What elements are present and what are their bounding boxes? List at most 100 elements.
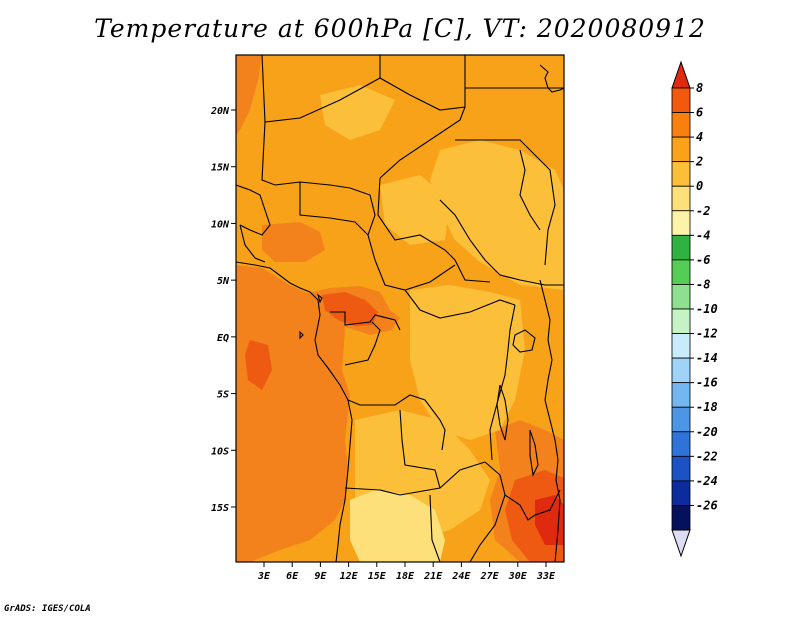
border-cameroon-gabon [330, 311, 401, 331]
lake-malawi [529, 429, 539, 477]
y-tick-label: EQ [217, 333, 229, 344]
colorbar-swatch [671, 234, 691, 261]
border-libya-chad [379, 106, 466, 179]
colorbar-swatch [671, 87, 691, 113]
y-tick-label: 5N [217, 276, 230, 287]
colorbar-label: -10 [696, 302, 718, 316]
x-tick-label: 21E [423, 571, 443, 582]
field-0-2-congo [410, 285, 525, 440]
border-mauritania-mali [261, 55, 381, 123]
red-sea-coast [539, 64, 564, 93]
colorbar-label: 2 [695, 155, 703, 169]
colorbar-swatch [671, 480, 691, 506]
border-drc-east [489, 304, 516, 461]
border-namibia [344, 461, 486, 496]
colorbar-label: -18 [696, 400, 718, 414]
border-niger-nigeria [299, 182, 376, 261]
x-tick-label: 27E [480, 571, 500, 582]
map-title: Temperature at 600hPa [C], VT: 202008091… [94, 14, 706, 43]
field-0-2-north [320, 85, 395, 140]
coast-east-africa [539, 279, 561, 562]
x-axis: 3E 6E 9E 12E 15E 18E 21E 24E 27E 30E 33E [257, 562, 556, 582]
colorbar-label: -14 [696, 351, 718, 365]
colorbar-label: -20 [696, 425, 718, 439]
x-tick-label: 12E [340, 571, 359, 582]
colorbar-swatch [671, 357, 691, 384]
nile-sudan [519, 149, 541, 231]
colorbar-label: -4 [696, 228, 710, 242]
colorbar-swatch [671, 112, 691, 138]
colorbar-swatch [671, 505, 691, 531]
grads-credit: GrADS: IGES/COLA [4, 604, 91, 614]
colorbar-swatch [671, 406, 691, 433]
x-tick-label: 33E [536, 571, 556, 582]
border-congo-drc [344, 321, 381, 366]
colorbar-swatch [671, 259, 691, 285]
colorbar-swatch [671, 284, 691, 310]
colorbar-label: -16 [696, 376, 718, 390]
border-angola-zambia [399, 409, 441, 489]
colorbar-swatch [671, 431, 691, 457]
coastline-west [236, 261, 353, 562]
border-senegal [236, 184, 271, 236]
border-south-sudan [455, 139, 556, 266]
y-tick-label: 10N [211, 219, 230, 230]
map-frame [235, 54, 565, 563]
lake-victoria [512, 329, 536, 353]
colorbar-label: -26 [696, 498, 718, 512]
field-4-6-chad [262, 222, 325, 262]
colorbar-bottom-triangle [671, 529, 691, 558]
x-tick-label: 24E [451, 571, 471, 582]
x-tick-label: 6E [286, 571, 299, 582]
colorbar-label: 0 [696, 179, 703, 193]
field-6-8-gabon [322, 292, 378, 326]
field-8-plus [535, 495, 564, 545]
colorbar-swatch [671, 210, 691, 236]
border-drc-north [404, 289, 516, 319]
field-4-6-northwest [236, 55, 262, 135]
colorbar-label: 4 [696, 130, 703, 144]
colorbar-label: 6 [696, 106, 703, 120]
border-guinea [239, 224, 266, 263]
colorbar-label: -8 [696, 277, 710, 291]
border-mozambique [504, 489, 561, 521]
colorbar-label: 8 [696, 81, 703, 95]
y-tick-label: 15N [211, 163, 230, 174]
y-tick-label: 20N [210, 106, 230, 117]
colorbar: 8 6 4 2 0 -2 -4 -6 -8 -10 -12 -14 -16 -18 -20 -22 -24 -26 [671, 60, 718, 558]
colorbar-label: -6 [696, 253, 710, 267]
colorbar-swatch [671, 185, 691, 212]
colorbar-swatch [671, 136, 691, 163]
field-0-2-chad [380, 175, 450, 245]
border-chad-sudan [377, 177, 491, 283]
colorbar-swatch [671, 161, 691, 187]
field-minus2-0 [350, 490, 445, 562]
colorbar-top-triangle [671, 60, 691, 89]
field-4-6-west [236, 265, 350, 562]
colorbar-swatch [671, 382, 691, 408]
colorbar-label: -24 [696, 474, 718, 488]
border-drc-angola [347, 394, 446, 451]
colorbar-label: -12 [696, 327, 718, 341]
country-borders [236, 55, 564, 562]
colorbar-swatch [671, 455, 691, 482]
border-zambia-zimbabwe [469, 461, 506, 562]
lake-tanganyika [496, 384, 509, 441]
x-tick-label: 9E [314, 571, 327, 582]
gulf-guinea-islands [299, 293, 323, 340]
y-tick-label: 10S [211, 446, 229, 457]
field-6-8-angola [245, 340, 272, 390]
border-botswana [429, 494, 441, 562]
y-tick-label: 15S [211, 503, 229, 514]
x-tick-label: 18E [396, 571, 415, 582]
x-tick-label: 3E [257, 571, 271, 582]
y-tick-label: 5S [217, 390, 229, 401]
colorbar-label: -22 [696, 449, 718, 463]
y-axis: 20N 15N 10N 5N EQ 5S 10S 15S [210, 106, 236, 514]
x-tick-label: 30E [508, 571, 528, 582]
border-algeria-niger [379, 55, 466, 111]
x-tick-label: 15E [368, 571, 387, 582]
colorbar-label: -2 [696, 204, 710, 218]
colorbar-swatch [671, 333, 691, 359]
